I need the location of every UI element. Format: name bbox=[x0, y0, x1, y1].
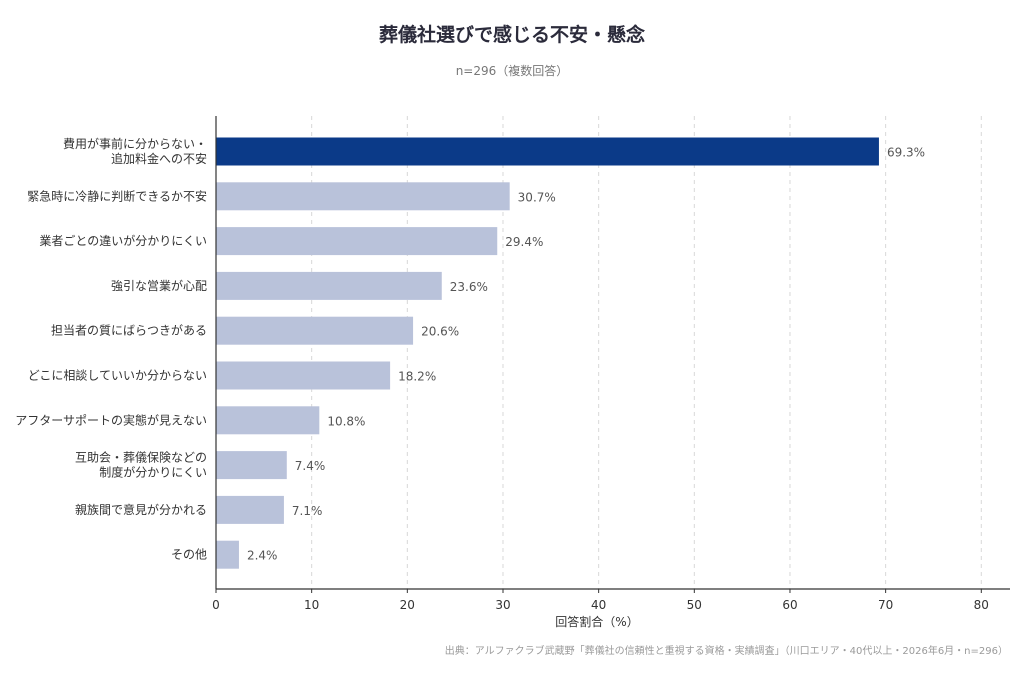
category-label: 強引な営業が心配 bbox=[111, 278, 207, 293]
x-tick-label: 60 bbox=[782, 598, 797, 612]
category-label: 互助会・葬儀保険などの bbox=[75, 451, 207, 465]
value-label: 29.4% bbox=[505, 235, 543, 249]
x-tick-label: 20 bbox=[400, 598, 415, 612]
category-label: 担当者の質にばらつきがある bbox=[51, 323, 207, 338]
category-label: 緊急時に冷静に判断できるか不安 bbox=[27, 188, 207, 203]
category-label: 制度が分かりにくい bbox=[99, 465, 207, 480]
value-label: 18.2% bbox=[398, 370, 436, 384]
category-label: その他 bbox=[171, 548, 207, 562]
value-label: 20.6% bbox=[421, 325, 459, 339]
x-tick-label: 40 bbox=[591, 598, 606, 612]
category-label: 追加料金への不安 bbox=[111, 151, 207, 166]
bar bbox=[216, 271, 442, 300]
x-tick-label: 0 bbox=[212, 598, 220, 612]
value-label: 7.1% bbox=[292, 504, 323, 518]
x-tick-label: 80 bbox=[974, 598, 989, 612]
x-tick-label: 70 bbox=[878, 598, 893, 612]
bar bbox=[216, 451, 287, 480]
grid-lines bbox=[311, 116, 982, 589]
category-label: アフターサポートの実態が見えない bbox=[15, 412, 207, 427]
chart-subtitle: n=296（複数回答） bbox=[455, 64, 569, 78]
chart-title: 葬儀社選びで感じる不安・懸念 bbox=[378, 24, 645, 46]
bar bbox=[216, 361, 391, 390]
category-label: どこに相談していいか分からない bbox=[28, 368, 207, 383]
axes: 0 10 20 30 40 50 60 70 80 bbox=[212, 116, 1010, 612]
category-label: 費用が事前に分からない・ bbox=[63, 136, 207, 151]
x-tick-label: 10 bbox=[304, 598, 319, 612]
value-label: 69.3% bbox=[887, 146, 925, 160]
x-axis-title: 回答割合（%） bbox=[555, 614, 638, 629]
bar bbox=[216, 406, 320, 435]
value-label: 30.7% bbox=[518, 190, 556, 204]
x-tick-label: 30 bbox=[495, 598, 510, 612]
category-label: 業者ごとの違いが分かりにくい bbox=[39, 233, 207, 248]
category-labels: 費用が事前に分からない・追加料金への不安緊急時に冷静に判断できるか不安業者ごとの… bbox=[15, 136, 207, 562]
value-labels: 69.3% 30.7% 29.4% 23.6% 20.6% 18.2% 10.8% 7.4% 7… bbox=[247, 146, 925, 563]
bar bbox=[216, 495, 284, 524]
x-tick-label: 50 bbox=[687, 598, 702, 612]
source-note: 出典：アルファクラブ武蔵野「葬儀社の信頼性と重視する資格・実績調査」（川口エリア… bbox=[444, 646, 1008, 657]
value-label: 23.6% bbox=[450, 280, 488, 294]
value-label: 10.8% bbox=[327, 414, 365, 428]
bar bbox=[216, 182, 510, 211]
bar bbox=[216, 227, 498, 256]
bar bbox=[216, 316, 414, 345]
value-label: 7.4% bbox=[295, 459, 326, 473]
value-label: 2.4% bbox=[247, 549, 278, 563]
category-label: 親族間で意見が分かれる bbox=[75, 502, 207, 517]
bars bbox=[216, 137, 879, 569]
bar bbox=[216, 540, 239, 569]
bar bbox=[216, 137, 879, 166]
